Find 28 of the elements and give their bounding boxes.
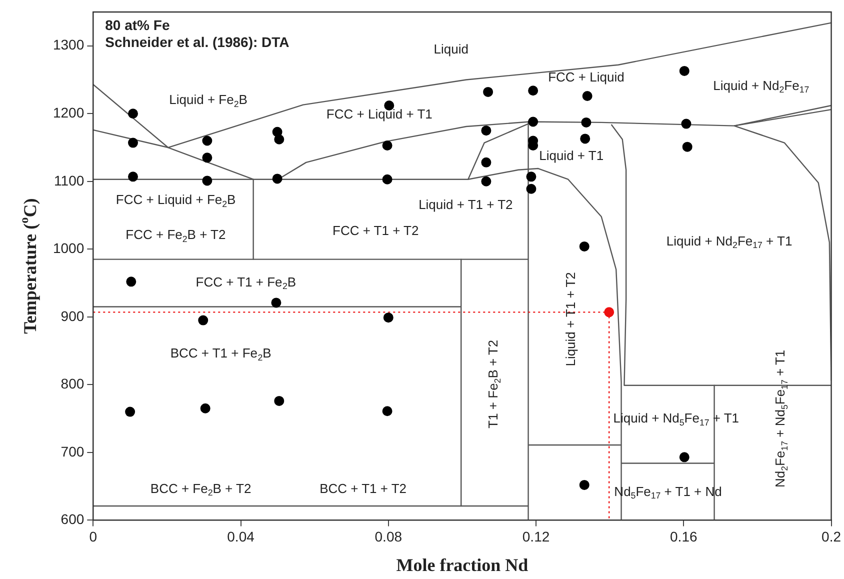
annotation: Liquid + T1 + T2 bbox=[563, 272, 578, 366]
annotation: FCC + T1 + T2 bbox=[332, 223, 419, 238]
annotation: BCC + T1 + T2 bbox=[320, 480, 407, 496]
y-tick-label: 800 bbox=[60, 376, 84, 392]
y-axis-title: Temperature (oC) bbox=[17, 198, 40, 334]
x-tick-label: 0.08 bbox=[374, 528, 402, 544]
annotation: Liquid + T1 + T2 bbox=[418, 197, 513, 212]
annotation: 80 at% Fe bbox=[105, 16, 170, 33]
x-axis-title: Mole fraction Nd bbox=[396, 554, 528, 575]
x-tick-label: 0.2 bbox=[822, 528, 842, 544]
y-tick-label: 700 bbox=[60, 443, 84, 460]
annotation: Schneider et al. (1986): DTA bbox=[105, 34, 290, 50]
y-tick-label: 900 bbox=[60, 308, 84, 324]
annotation: FCC + Liquid + T1 bbox=[326, 106, 432, 122]
y-tick-label: 1100 bbox=[54, 172, 84, 188]
text: Nd2Fe17 + Nd5Fe17 + T1 bbox=[772, 350, 790, 488]
x-tick-label: 0 bbox=[89, 528, 98, 544]
y-tick-label: 1300 bbox=[52, 36, 84, 53]
y-tick-label: 1000 bbox=[52, 240, 84, 256]
x-tick-label: 0.12 bbox=[522, 528, 550, 544]
y-tick-label: 600 bbox=[60, 511, 84, 528]
annotation: FCC + Liquid bbox=[548, 70, 624, 85]
annotation: Liquid + T1 bbox=[539, 148, 604, 163]
y-tick-label: 1200 bbox=[52, 104, 84, 120]
annotation: Liquid bbox=[434, 42, 468, 57]
annotation: T1 + Fe2B + T2 bbox=[486, 340, 502, 428]
x-tick-label: 0.16 bbox=[670, 528, 698, 544]
x-tick-label: 0.04 bbox=[227, 528, 255, 544]
